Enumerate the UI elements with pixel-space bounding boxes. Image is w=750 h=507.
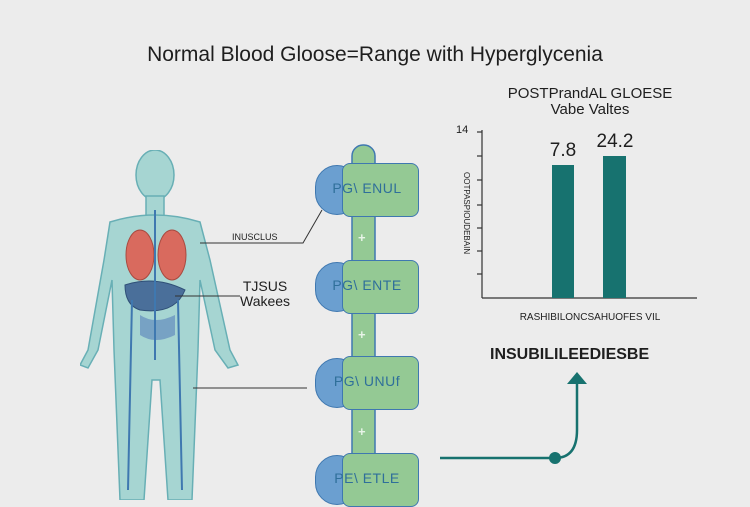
page-title: Normal Blood Gloose=Range with Hyperglyc…	[147, 43, 603, 66]
chain-box: PG\ ENUL	[315, 163, 419, 217]
bar	[603, 156, 626, 298]
chart-title: POSTPrandAL GLOESE Vabe Valtes	[507, 85, 673, 118]
bar-value-label: 7.8	[549, 140, 577, 161]
human-body-illustration	[80, 150, 240, 500]
plus-icon: +	[358, 230, 366, 245]
plus-icon: +	[358, 424, 366, 439]
insulin-label: INUSCLUS	[232, 232, 278, 242]
y-tick-label: 14	[456, 124, 469, 136]
footer-label: INSUBILILEEDIESBE	[490, 346, 650, 363]
chain-box: PG\ UNUf	[315, 356, 419, 410]
plus-icon: +	[358, 327, 366, 342]
lungs	[125, 229, 187, 281]
bar-value-label: 24.2	[596, 131, 634, 152]
tissue-label: TJSUS Wakees	[240, 278, 291, 309]
arrow-start-dot	[549, 452, 561, 464]
arrow-up-icon	[567, 372, 587, 384]
chain-box: PE\ ETLE	[315, 453, 419, 507]
x-axis-label: RASHIBILONCSAHUOFES VIL	[519, 312, 661, 323]
chain-box: PG\ ENTE	[315, 260, 419, 314]
y-axis-label: OOTPASPIOUDEBAIN	[462, 172, 471, 255]
bar	[552, 165, 574, 298]
